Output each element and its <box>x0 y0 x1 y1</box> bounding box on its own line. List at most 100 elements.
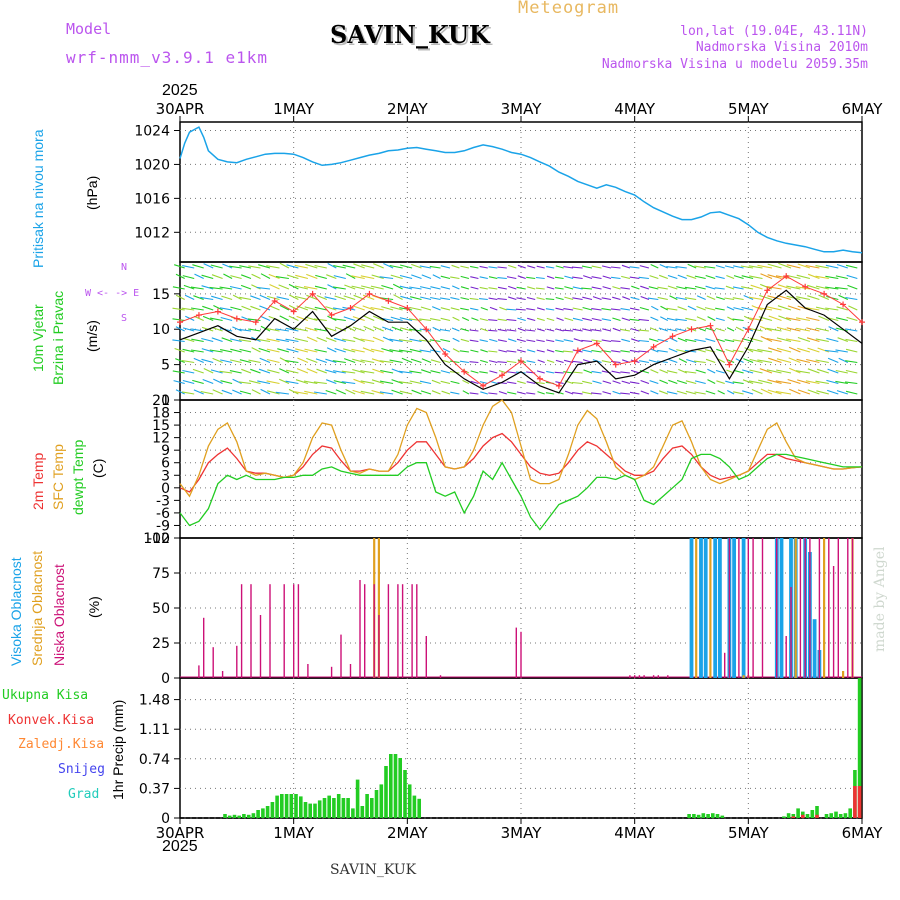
cloud-high-bar <box>703 538 708 678</box>
wind-arrow <box>732 381 744 385</box>
wind-arrow <box>546 349 555 353</box>
wind-arrow <box>360 359 375 364</box>
time-tick-label-bottom: 1MAY <box>273 824 315 842</box>
wind-arrow <box>631 285 640 290</box>
wind-arrow <box>817 368 829 374</box>
wind-arrow <box>400 327 413 332</box>
wind-arrow <box>726 274 735 280</box>
time-tick-label-top: 30APR <box>156 100 205 118</box>
wind-arrow <box>766 369 782 374</box>
wind-arrow <box>786 295 801 301</box>
wind-arrow <box>222 263 233 269</box>
cloud-low-bar <box>520 631 522 678</box>
wind-arrow <box>313 381 327 385</box>
wind-arrow <box>751 305 763 311</box>
y-tick-label: 1.11 <box>139 722 170 738</box>
precip-convective-bar <box>857 786 862 818</box>
wind-arrow <box>797 263 811 269</box>
wind-arrow <box>717 390 725 395</box>
wind-arrow <box>846 274 858 280</box>
cloud-mid-bar <box>851 538 854 678</box>
wind-arrow <box>275 391 289 395</box>
wind-arrow <box>660 316 669 321</box>
wind-arrow <box>230 306 242 311</box>
precip-total-bar <box>261 808 265 818</box>
wind-arrow <box>835 286 848 290</box>
wind-arrow <box>612 380 621 385</box>
wind-arrow <box>440 338 451 343</box>
wind-arrow <box>241 316 252 322</box>
cloud-low-bar <box>629 675 631 678</box>
cloud-low-bar <box>790 587 792 678</box>
wind-arrow <box>527 349 536 353</box>
wind-arrow <box>391 379 403 385</box>
cloud-low-bar <box>634 675 636 678</box>
wind-arrow <box>351 285 365 290</box>
wind-arrow <box>409 306 422 311</box>
wind-gust-marker <box>499 372 506 379</box>
wind-arrow <box>361 285 375 290</box>
wind-arrow <box>639 265 650 269</box>
wind-gust-marker <box>252 319 259 326</box>
wind-arrow <box>324 369 337 374</box>
wind-arrow <box>517 380 526 385</box>
wind-arrow <box>748 296 763 301</box>
wind-arrow <box>517 327 526 332</box>
wind-arrow <box>341 381 356 385</box>
wind-arrow <box>536 265 545 269</box>
wind-arrow <box>526 371 536 374</box>
wind-arrow <box>725 380 735 385</box>
wind-arrow <box>172 318 185 322</box>
wind-arrow <box>789 388 801 395</box>
wind-arrow <box>743 294 754 301</box>
wind-arrow <box>835 369 848 374</box>
cloud-axis-title-high: Visoka Oblacnost <box>8 557 24 666</box>
wind-arrow <box>517 359 526 364</box>
wind-arrow <box>757 359 773 364</box>
wind-arrow <box>201 285 214 290</box>
panel-temperature <box>174 399 863 539</box>
wind-arrow <box>182 379 195 385</box>
wind-arrow <box>749 348 763 353</box>
wind-arrow <box>536 370 545 374</box>
y-tick-label: -3 <box>156 493 170 509</box>
wind-arrow <box>787 305 801 311</box>
wind-arrow <box>516 391 526 395</box>
wind-arrow <box>742 390 754 395</box>
wind-arrow <box>258 347 271 353</box>
cloud-low-bar <box>776 538 778 678</box>
cloud-high-bar <box>732 538 736 678</box>
wind-arrow <box>696 305 706 311</box>
wind-arrow <box>660 305 669 311</box>
wind-arrow <box>527 286 536 290</box>
wind-arrow <box>363 315 375 322</box>
wind-arrow <box>419 328 432 332</box>
wind-arrow <box>266 327 280 332</box>
wind-arrow <box>659 390 668 395</box>
wind-arrow <box>707 368 716 374</box>
panel-clouds <box>174 537 863 679</box>
wind-arrow <box>305 326 318 332</box>
wind-arrow <box>659 369 669 374</box>
wind-arrow <box>344 358 356 364</box>
wind-arrow <box>748 327 763 332</box>
precip-convective-bar <box>815 814 819 818</box>
wind-gust-marker <box>271 297 278 304</box>
wind-arrow <box>194 273 204 279</box>
wind-arrow <box>345 325 356 332</box>
wind-arrow <box>232 294 242 300</box>
wind-arrow <box>704 307 716 311</box>
precip-total-bar <box>412 795 417 818</box>
wind-arrow <box>741 338 754 343</box>
time-tick-label-top: 3MAY <box>501 100 543 118</box>
wind-arrow <box>462 390 470 395</box>
wind-arrow <box>440 286 451 290</box>
wind-arrow <box>219 349 233 353</box>
wind-arrow <box>727 316 735 321</box>
wind-arrow <box>259 357 271 364</box>
wind-arrow <box>815 338 829 343</box>
wind-arrow <box>778 315 792 322</box>
wind-arrow <box>459 360 469 364</box>
wind-arrow <box>516 286 526 290</box>
wind-arrow <box>582 306 593 311</box>
